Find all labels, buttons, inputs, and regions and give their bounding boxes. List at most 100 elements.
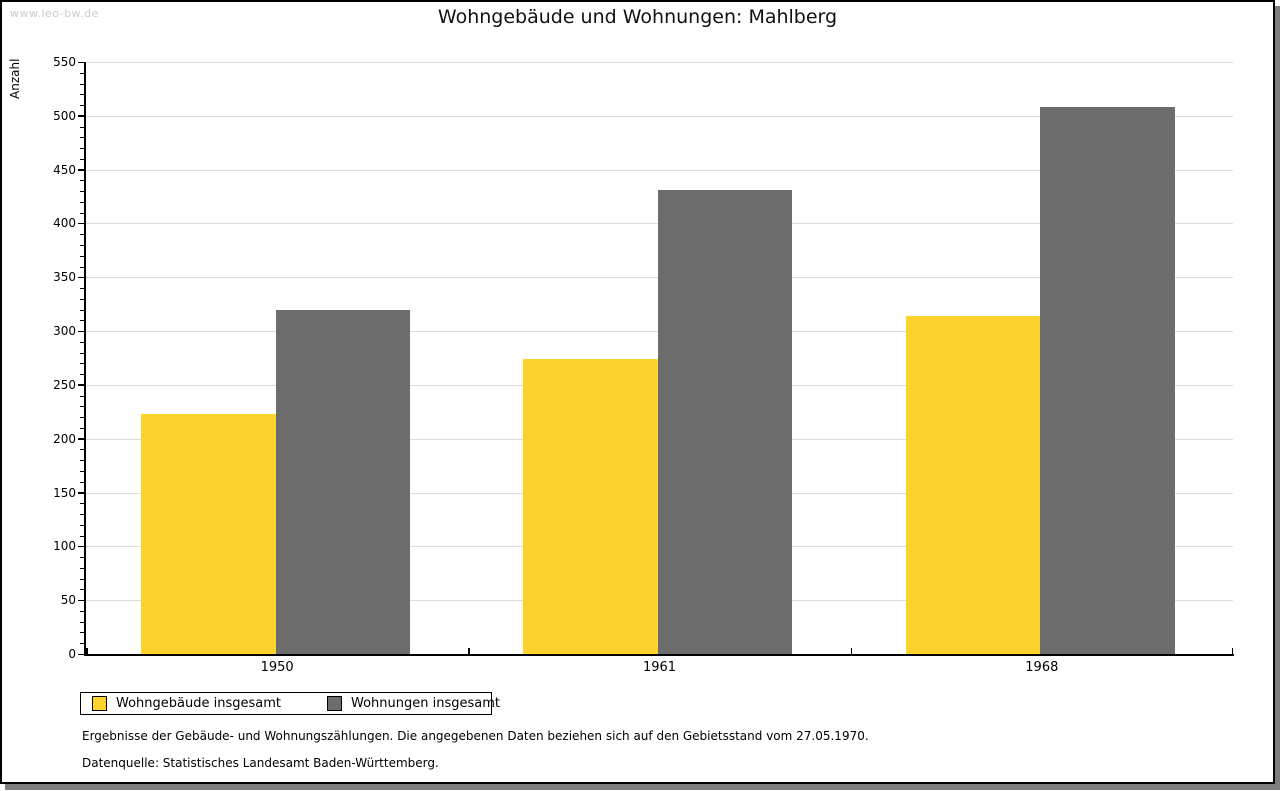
y-minor-tick (80, 212, 84, 214)
y-minor-tick (80, 298, 84, 300)
x-category-label-1968: 1968 (1025, 660, 1059, 675)
y-minor-tick (80, 503, 84, 505)
y-minor-tick (80, 72, 84, 74)
plot-area: 0 50 100 150 200 250 300 350 400 450 500 550 1950 196… (53, 55, 1234, 675)
x-tick (86, 648, 88, 654)
bar-1961-wohngebaeude (523, 359, 658, 654)
y-minor-tick (80, 234, 84, 236)
y-minor-tick (80, 524, 84, 526)
y-minor-tick (80, 535, 84, 537)
y-tick-label-150: 150 (53, 485, 76, 500)
y-minor-tick (80, 341, 84, 343)
y-minor-tick (80, 427, 84, 429)
legend: Wohngebäude insgesamt Wohnungen insgesamt (80, 692, 500, 715)
y-tick-label-400: 400 (53, 216, 76, 231)
y-tick-550 (78, 61, 84, 63)
x-tick (850, 648, 853, 654)
watermark: www.leo-bw.de (10, 7, 99, 20)
y-tick-50 (78, 599, 84, 602)
y-minor-tick (80, 148, 84, 150)
y-tick-0 (78, 653, 84, 655)
legend-swatch-wohngebaeude (92, 696, 107, 711)
y-minor-tick (80, 621, 84, 623)
y-minor-tick (80, 244, 84, 246)
y-minor-tick (80, 201, 84, 203)
y-axis-line (84, 62, 86, 654)
y-minor-tick (80, 180, 84, 182)
x-tick (468, 648, 470, 654)
y-tick-150 (78, 492, 84, 494)
y-minor-tick (80, 417, 84, 419)
x-tick (1231, 648, 1233, 654)
footnote-source-note: Ergebnisse der Gebäude- und Wohnungszähl… (82, 729, 869, 743)
y-tick-label-500: 500 (53, 108, 76, 123)
y-tick-label-350: 350 (53, 270, 76, 285)
x-category-label-1961: 1961 (642, 660, 677, 675)
y-minor-tick (80, 309, 84, 311)
legend-label-wohnungen: Wohnungen insgesamt (351, 696, 500, 711)
bar-1968-wohnungen (1040, 107, 1175, 654)
y-minor-tick (80, 288, 84, 290)
y-minor-tick (80, 158, 84, 160)
y-minor-tick (80, 471, 84, 473)
y-minor-tick (80, 632, 84, 634)
legend-item-wohngebaeude: Wohngebäude insgesamt (92, 696, 281, 711)
legend-swatch-wohnungen (327, 696, 342, 711)
y-tick-label-450: 450 (53, 162, 76, 177)
y-tick-label-300: 300 (53, 324, 76, 339)
y-minor-tick (80, 191, 84, 193)
bar-1961-wohnungen (657, 190, 793, 654)
y-minor-tick (80, 481, 84, 483)
legend-label-wohngebaeude: Wohngebäude insgesamt (116, 696, 281, 711)
y-minor-tick (80, 266, 84, 268)
y-minor-tick (80, 363, 84, 365)
y-minor-tick (80, 374, 84, 376)
x-axis-line (84, 654, 1234, 656)
y-minor-tick (80, 557, 84, 559)
y-tick-450 (78, 169, 84, 171)
y-tick-label-550: 550 (53, 55, 76, 69)
y-minor-tick (80, 126, 84, 128)
y-tick-200 (78, 438, 84, 440)
y-minor-tick (80, 578, 84, 580)
y-tick-label-0: 0 (68, 647, 76, 661)
bar-1950-wohnungen (275, 309, 410, 654)
y-minor-tick (80, 83, 84, 85)
y-tick-300 (78, 330, 84, 333)
y-minor-tick (80, 567, 84, 569)
y-minor-tick (80, 395, 84, 397)
y-minor-tick (80, 255, 84, 257)
y-tick-label-50: 50 (60, 593, 76, 608)
y-minor-tick (80, 449, 84, 451)
y-minor-tick (80, 94, 84, 96)
y-tick-500 (78, 115, 84, 117)
gridline-500 (86, 115, 1233, 117)
y-tick-250 (78, 384, 84, 386)
y-axis-title: Anzahl (8, 58, 22, 99)
y-minor-tick (80, 460, 84, 462)
y-tick-100 (78, 545, 84, 548)
y-minor-tick (80, 320, 84, 322)
y-minor-tick (80, 514, 84, 516)
bar-1950-wohngebaeude (141, 413, 276, 654)
y-tick-label-100: 100 (53, 539, 76, 554)
x-category-label-1950: 1950 (260, 660, 294, 675)
y-minor-tick (80, 352, 84, 354)
y-minor-tick (80, 406, 84, 408)
chart-title: Wohngebäude und Wohnungen: Mahlberg (437, 6, 838, 28)
legend-item-wohnungen: Wohnungen insgesamt (327, 696, 500, 711)
y-tick-label-250: 250 (53, 377, 76, 392)
footnote-data-source: Datenquelle: Statistisches Landesamt Bad… (82, 756, 439, 770)
y-minor-tick (80, 643, 84, 645)
gridline-450 (86, 169, 1233, 171)
y-minor-tick (80, 105, 84, 107)
bar-1968-wohngebaeude (905, 316, 1041, 654)
y-tick-400 (78, 222, 84, 225)
y-minor-tick (80, 137, 84, 139)
gridline-550 (86, 62, 1233, 63)
y-minor-tick (80, 589, 84, 591)
y-tick-350 (78, 276, 84, 279)
y-minor-tick (80, 610, 84, 612)
y-tick-label-200: 200 (53, 431, 76, 446)
